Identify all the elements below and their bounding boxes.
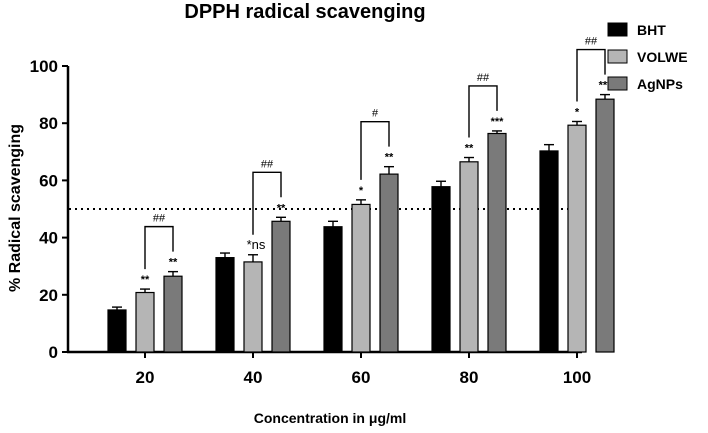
y-tick-label: 20 (39, 286, 58, 305)
plot-area: 020406080100****##20*ns**##40***#60*****… (30, 36, 615, 387)
y-tick-label: 0 (49, 343, 58, 362)
significance-label: ** (141, 274, 150, 286)
comparison-bracket (144, 225, 174, 270)
legend: BHT VOLWE AgNPs (607, 22, 688, 92)
x-tick-label: 80 (460, 368, 479, 387)
x-tick-label: 100 (563, 368, 591, 387)
comparison-label: # (372, 108, 379, 120)
bar-agnps (379, 173, 399, 353)
significance-label: ** (169, 257, 178, 269)
chart-title: DPPH radical scavenging (184, 1, 425, 23)
bar-volwe (351, 203, 371, 353)
y-tick-label: 40 (39, 229, 58, 248)
comparison-label: ## (585, 36, 598, 48)
legend-label-volwe: VOLWE (637, 49, 688, 65)
significance-label: ** (277, 202, 286, 214)
bar-volwe (243, 261, 263, 353)
comparison-bracket (252, 171, 282, 235)
comparison-label: ## (477, 72, 490, 84)
bar-agnps (271, 220, 291, 353)
legend-label-agnps: AgNPs (637, 76, 683, 92)
comparison-label: ## (261, 158, 274, 170)
legend-swatch-bht (607, 22, 628, 37)
x-tick-label: 60 (352, 368, 371, 387)
x-tick-label: 40 (244, 368, 263, 387)
bar-agnps (163, 275, 183, 353)
bar-volwe (567, 124, 587, 353)
bar-agnps (487, 132, 507, 353)
bar-volwe (459, 161, 479, 353)
legend-label-bht: BHT (637, 22, 666, 38)
significance-label: * (359, 185, 364, 197)
x-axis-label: Concentration in μg/ml (254, 410, 406, 426)
comparison-bracket (576, 48, 606, 102)
bar-agnps (595, 98, 615, 353)
y-tick-label: 80 (39, 114, 58, 133)
bar-volwe (135, 291, 155, 353)
bar-bht (431, 186, 451, 353)
legend-swatch-agnps (607, 76, 628, 91)
bar-bht (107, 309, 127, 353)
x-tick-label: 20 (136, 368, 155, 387)
significance-label: ** (465, 143, 474, 155)
comparison-label: ## (153, 213, 166, 225)
bar-bht (323, 226, 343, 353)
significance-label: *** (491, 116, 505, 128)
significance-label: *ns (247, 237, 266, 252)
bar-bht (539, 150, 559, 353)
comparison-bracket (360, 120, 390, 180)
bar-bht (215, 257, 235, 353)
y-axis-label: % Radical scavenging (7, 124, 24, 292)
comparison-bracket (468, 85, 498, 138)
significance-label: ** (385, 152, 394, 164)
y-tick-label: 60 (39, 171, 58, 190)
y-tick-label: 100 (30, 57, 58, 76)
legend-swatch-volwe (607, 49, 628, 64)
significance-label: * (575, 106, 580, 118)
